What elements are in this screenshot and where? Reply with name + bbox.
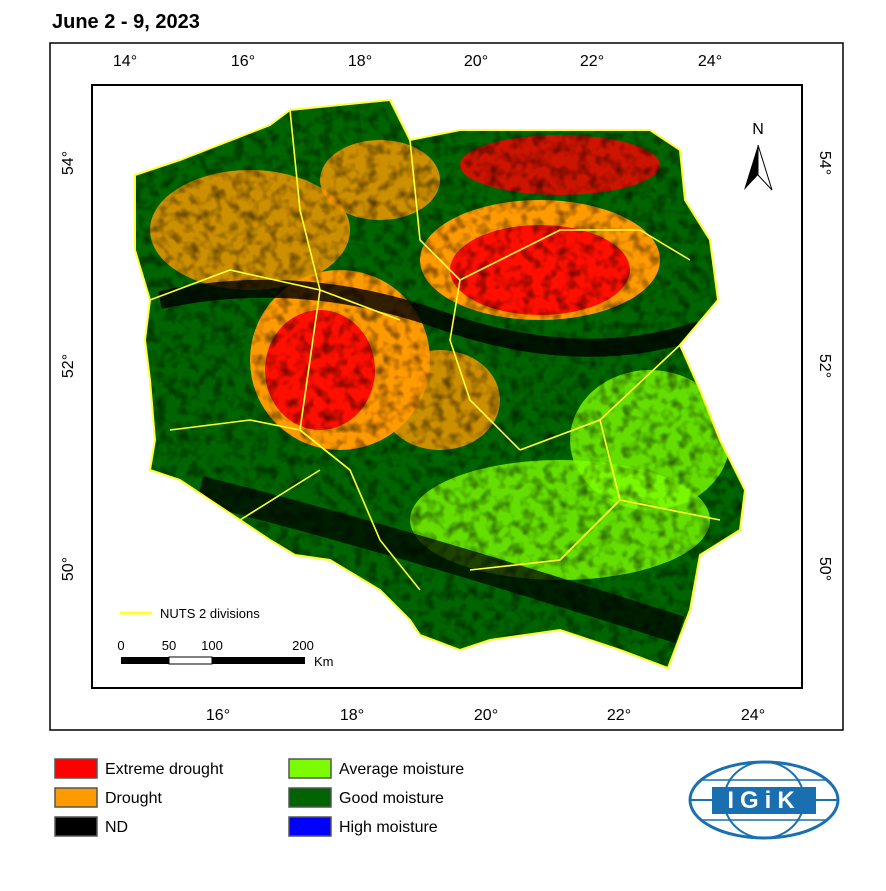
north-label: N <box>752 121 764 138</box>
legend-label: Good moisture <box>339 790 444 807</box>
legend-swatch <box>54 816 98 837</box>
moisture-raster <box>135 100 745 668</box>
longitude-label: 24° <box>698 53 722 70</box>
top-ticks: 14° 16° 18° 20° 22° 24° <box>113 53 722 70</box>
longitude-label: 16° <box>231 53 255 70</box>
longitude-label: 14° <box>113 53 137 70</box>
longitude-label: 18° <box>340 707 364 724</box>
legend-swatch <box>288 816 332 837</box>
latitude-label: 54° <box>60 151 77 175</box>
latitude-label: 52° <box>816 354 833 378</box>
longitude-label: 22° <box>607 707 631 724</box>
longitude-label: 18° <box>348 53 372 70</box>
longitude-label: 20° <box>464 53 488 70</box>
legend-swatch <box>54 787 98 808</box>
longitude-label: 16° <box>206 707 230 724</box>
longitude-label: 24° <box>741 707 765 724</box>
scale-unit: Km <box>314 654 334 669</box>
scale-label: 50 <box>162 638 176 653</box>
legend-swatch <box>54 758 98 779</box>
legend-label: ND <box>105 819 128 836</box>
longitude-label: 22° <box>580 53 604 70</box>
legend-label: High moisture <box>339 819 438 836</box>
map-frame <box>49 42 844 731</box>
scale-bar: 0 50 100 200 Km <box>117 638 333 669</box>
legend: Extreme drought Drought ND Average moisture… <box>54 758 464 837</box>
legend-label: Extreme drought <box>105 761 224 778</box>
right-ticks: 54° 52° 50° <box>816 151 833 581</box>
map-inner-frame <box>91 84 803 689</box>
nuts-label: NUTS 2 divisions <box>160 606 260 621</box>
latitude-label: 54° <box>816 151 833 175</box>
legend-label: Average moisture <box>339 761 464 778</box>
scale-label: 0 <box>117 638 124 653</box>
scale-label: 100 <box>201 638 223 653</box>
left-ticks: 54° 52° 50° <box>60 151 77 581</box>
logo-text: IGiK <box>727 787 800 814</box>
latitude-label: 50° <box>816 557 833 581</box>
legend-label: Drought <box>105 790 162 807</box>
longitude-label: 20° <box>474 707 498 724</box>
north-arrow: N <box>744 121 773 191</box>
logo: IGiK <box>688 760 840 840</box>
bottom-ticks: 16° 18° 20° 22° 24° <box>206 707 765 724</box>
latitude-label: 50° <box>60 557 77 581</box>
latitude-label: 52° <box>60 354 77 378</box>
legend-swatch <box>288 787 332 808</box>
scale-label: 200 <box>292 638 314 653</box>
nuts-divisions <box>149 109 721 591</box>
legend-swatch <box>288 758 332 779</box>
title: June 2 - 9, 2023 <box>52 11 200 33</box>
